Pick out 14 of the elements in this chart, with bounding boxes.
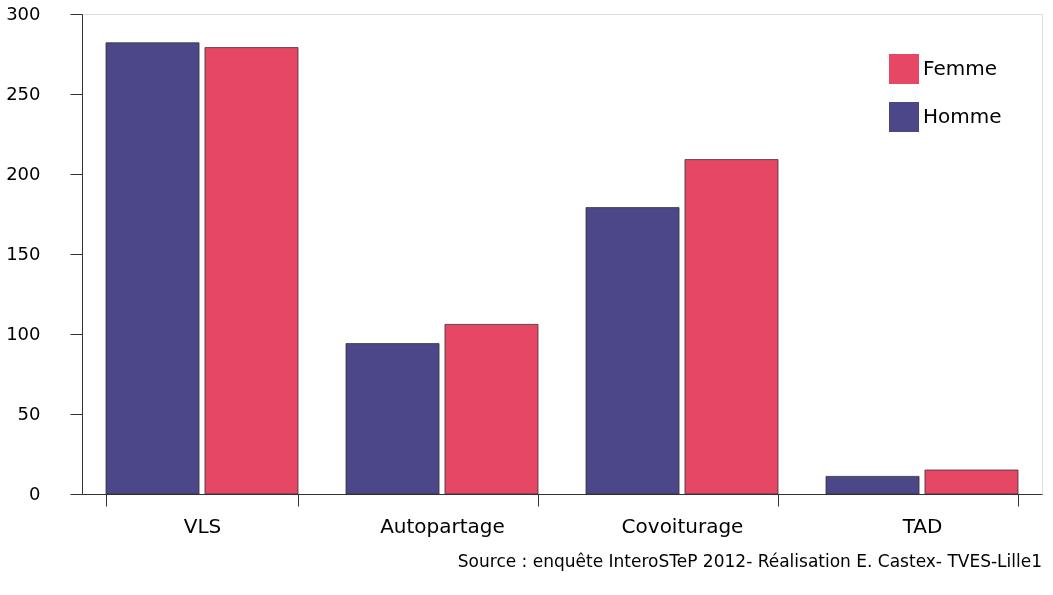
y-tick-label: 0 [29, 482, 41, 504]
x-tick-label: Covoiturage [621, 513, 744, 538]
y-tick-label: 250 [6, 82, 41, 104]
x-tick-label: VLS [183, 513, 222, 538]
y-tick-label: 100 [6, 322, 41, 344]
y-tick-label: 300 [6, 2, 41, 24]
legend-label: Homme [923, 104, 1002, 128]
y-tick-label: 150 [6, 242, 41, 264]
x-tick-label: TAD [901, 513, 943, 538]
x-tick-label: Autopartage [380, 513, 505, 538]
source-note: Source : enquête InteroSTeP 2012- Réalisation E. Castex- TVES-Lille1 [457, 551, 1042, 571]
y-tick-label: 50 [17, 402, 41, 424]
y-tick-label: 200 [6, 162, 41, 184]
legend-label: Femme [923, 56, 997, 80]
